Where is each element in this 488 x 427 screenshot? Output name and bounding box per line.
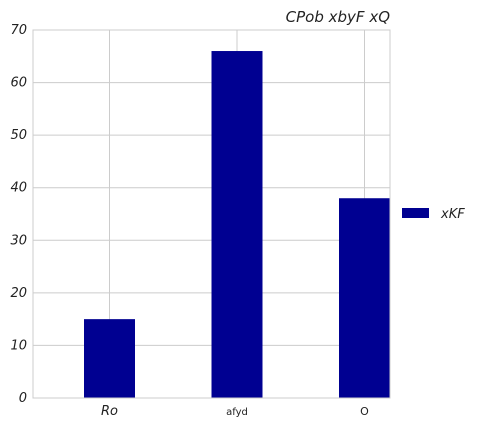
legend-label: xKF [440,207,465,222]
y-tick-label: 0 [19,391,27,406]
x-tick-label: Ro [101,404,118,419]
y-tick-label: 50 [10,128,27,143]
y-tick-label: 30 [10,233,27,248]
y-tick-label: 10 [10,338,27,353]
bars [84,51,390,399]
x-tick-label: afyd [226,407,248,418]
y-tick-labels: 0 10 20 30 40 50 60 70 [10,23,27,406]
bar [84,319,135,398]
bar [211,51,263,399]
y-tick-label: 40 [10,181,27,196]
axes [32,29,391,399]
legend-swatch [402,208,429,218]
x-tick-label: O [360,405,369,418]
bar [339,198,390,398]
x-tick-labels: Ro afyd O [101,404,369,419]
plot-frame [32,29,391,399]
y-tick-label: 20 [10,286,27,301]
y-tick-label: 60 [10,76,27,91]
legend: xKF [402,207,465,222]
y-tick-label: 70 [10,23,27,38]
chart-title: CPob xbyF xQ [286,8,391,26]
